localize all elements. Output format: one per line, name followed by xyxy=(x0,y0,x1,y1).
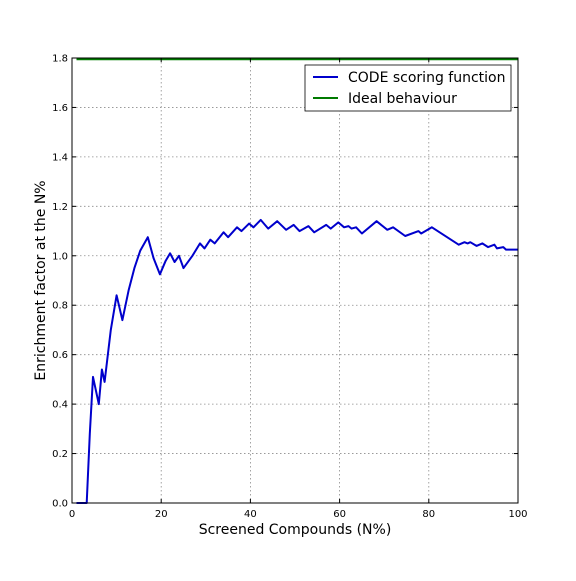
x-tick-label: 100 xyxy=(508,509,527,520)
legend-box xyxy=(304,64,512,112)
y-tick-label: 1.2 xyxy=(52,202,68,213)
y-tick-label: 0.6 xyxy=(52,350,68,361)
x-tick-label: 20 xyxy=(155,509,168,520)
y-tick-label: 1.0 xyxy=(52,251,68,262)
y-tick-label: 0.4 xyxy=(52,400,68,411)
legend-label-code-scoring: CODE scoring function xyxy=(348,70,505,86)
y-axis-label: Enrichment factor at the N% xyxy=(33,180,49,380)
x-tick-label: 80 xyxy=(422,509,435,520)
y-tick-label: 1.8 xyxy=(52,54,68,65)
x-tick-label: 40 xyxy=(244,509,257,520)
x-tick-label: 60 xyxy=(333,509,346,520)
y-tick-label: 0.0 xyxy=(52,499,68,510)
y-tick-label: 1.4 xyxy=(52,152,68,163)
y-tick-label: 0.8 xyxy=(52,301,68,312)
x-axis-label: Screened Compounds (N%) xyxy=(199,522,392,538)
legend-label-ideal: Ideal behaviour xyxy=(348,91,457,107)
y-tick-label: 1.6 xyxy=(52,103,68,114)
series-lines xyxy=(76,58,518,504)
plot-frame xyxy=(71,57,519,504)
x-tick-label: 0 xyxy=(69,509,75,520)
series-line-code-scoring xyxy=(76,218,518,504)
y-tick-label: 0.2 xyxy=(52,449,68,460)
ticks: 0 20 40 60 80 100 0.0 0.2 0.4 0.6 0.8 1.0 1.2 1.4 1.6 1… xyxy=(52,54,527,521)
legend: CODE scoring function Ideal behaviour xyxy=(304,64,512,112)
